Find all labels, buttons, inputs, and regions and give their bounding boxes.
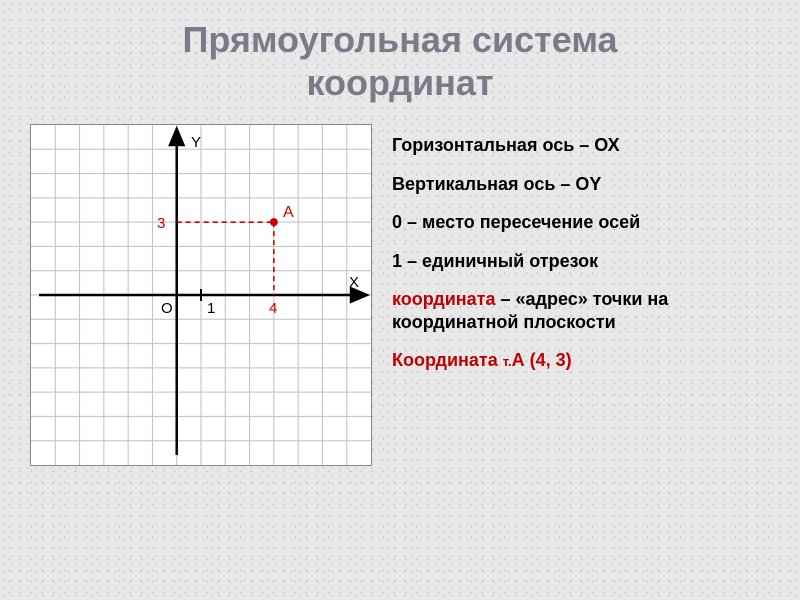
text-column: Горизонтальная ось – ОХ Вертикальная ось… <box>392 124 770 466</box>
line-ox: Горизонтальная ось – ОХ <box>392 134 770 157</box>
coordinate-chart: Y X O 1 3 4 A <box>30 124 372 466</box>
line-coord-a: Координата т.А (4, 3) <box>392 349 770 372</box>
slide-title: Прямоугольная система координат <box>0 0 800 104</box>
coord-a-2: т. <box>503 354 512 369</box>
y-tick-3: 3 <box>157 215 165 232</box>
axes <box>39 129 367 455</box>
line-origin: 0 – место пересечение осей <box>392 211 770 234</box>
title-line2: координат <box>307 62 494 103</box>
chart-svg: Y X O 1 3 4 A <box>31 125 371 465</box>
x-axis-label: X <box>349 274 359 291</box>
origin-label: O <box>161 300 173 317</box>
line-oy: Вертикальная ось – OY <box>392 173 770 196</box>
line-unit: 1 – единичный отрезок <box>392 250 770 273</box>
unit-label: 1 <box>207 300 215 317</box>
content-row: Y X O 1 3 4 A Горизонтальная ось – ОХ Ве… <box>0 104 800 466</box>
title-line1: Прямоугольная система <box>182 19 617 60</box>
point-a-label: A <box>283 204 294 221</box>
point-a-marker <box>270 219 278 227</box>
coord-a-1: Координата <box>392 350 503 370</box>
y-axis-label: Y <box>191 134 201 151</box>
line-coord-def: координата – «адрес» точки на координатн… <box>392 288 770 333</box>
coord-a-3: А (4, 3) <box>512 350 572 370</box>
x-tick-4: 4 <box>269 300 277 317</box>
coord-word: координата <box>392 289 496 309</box>
